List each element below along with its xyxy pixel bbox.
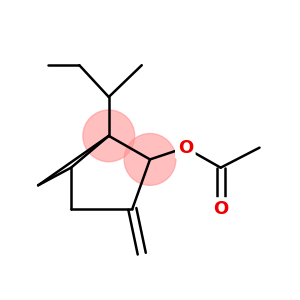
Text: O: O <box>178 139 193 157</box>
Text: O: O <box>213 200 228 218</box>
Circle shape <box>124 134 176 185</box>
Circle shape <box>83 110 135 162</box>
